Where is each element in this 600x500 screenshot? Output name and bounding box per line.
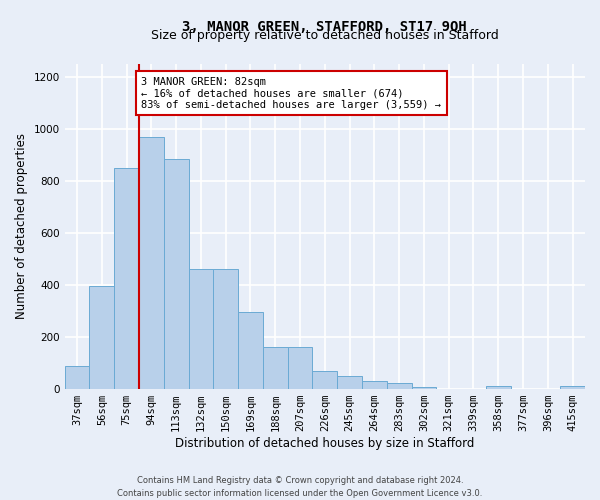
Bar <box>114 168 139 389</box>
Title: Size of property relative to detached houses in Stafford: Size of property relative to detached ho… <box>151 28 499 42</box>
Bar <box>139 136 164 389</box>
Bar <box>188 268 214 389</box>
Bar <box>164 158 188 389</box>
Bar <box>412 387 436 389</box>
X-axis label: Distribution of detached houses by size in Stafford: Distribution of detached houses by size … <box>175 437 475 450</box>
Bar <box>65 366 89 389</box>
Bar <box>486 386 511 389</box>
Bar <box>263 346 287 389</box>
Bar <box>387 382 412 389</box>
Bar <box>362 382 387 389</box>
Bar <box>337 376 362 389</box>
Bar <box>214 269 238 389</box>
Bar <box>287 346 313 389</box>
Text: Contains HM Land Registry data © Crown copyright and database right 2024.
Contai: Contains HM Land Registry data © Crown c… <box>118 476 482 498</box>
Bar <box>238 312 263 389</box>
Bar <box>313 371 337 389</box>
Bar <box>560 386 585 389</box>
Text: 3 MANOR GREEN: 82sqm
← 16% of detached houses are smaller (674)
83% of semi-deta: 3 MANOR GREEN: 82sqm ← 16% of detached h… <box>142 76 442 110</box>
Bar <box>89 286 114 389</box>
Text: 3, MANOR GREEN, STAFFORD, ST17 9QH: 3, MANOR GREEN, STAFFORD, ST17 9QH <box>182 20 467 34</box>
Y-axis label: Number of detached properties: Number of detached properties <box>15 134 28 320</box>
